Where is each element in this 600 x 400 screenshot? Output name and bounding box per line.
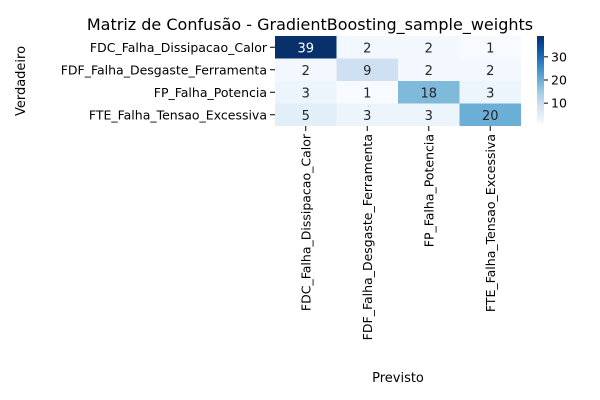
colorbar-tick-label: 20 — [551, 73, 567, 88]
heatmap-cell — [336, 103, 398, 126]
x-tick-label: FDC_Falha_Dissipacao_Calor — [298, 133, 313, 311]
x-tick-label: FP_Falha_Potencia — [421, 134, 436, 247]
x-tick-label: FTE_Falha_Tensao_Excessiva — [483, 134, 498, 312]
heatmap-cell — [398, 58, 460, 81]
x-axis-label: Previsto — [372, 371, 424, 386]
heatmap-cell — [459, 81, 521, 104]
heatmap-cell — [275, 36, 337, 59]
cell-value-label: 18 — [420, 86, 437, 101]
cell-value-label: 2 — [425, 64, 433, 79]
x-tick-label: FDF_Falha_Desgaste_Ferramenta — [360, 134, 375, 340]
heatmap-cell — [459, 36, 521, 59]
cell-value-label: 3 — [302, 86, 310, 101]
colorbar-ticks: 10 20 30 — [544, 49, 567, 111]
colorbar-tick-label: 10 — [551, 96, 567, 111]
y-axis-label: Verdadeiro — [14, 46, 29, 116]
cell-value-label: 20 — [482, 109, 499, 124]
heatmap-cell — [336, 58, 398, 81]
cell-value-label: 1 — [363, 86, 371, 101]
cell-value-label: 2 — [486, 64, 494, 79]
row-labels: FDC_Falha_Dissipacao_Calor FDF_Falha_Desg… — [61, 40, 275, 122]
heatmap-cell — [275, 81, 337, 104]
heatmap-cell — [459, 103, 521, 126]
heatmap-cells: 39 2 2 12 9 2 23 1 18 35 3 3 20 — [275, 36, 521, 126]
heatmap-cell — [459, 58, 521, 81]
heatmap-cell — [398, 81, 460, 104]
column-labels: FDC_Falha_Dissipacao_Calor FDF_Falha_Desg… — [298, 126, 498, 340]
y-tick-label: FTE_Falha_Tensao_Excessiva — [89, 107, 267, 122]
heatmap-cell — [398, 103, 460, 126]
y-tick-label: FP_Falha_Potencia — [154, 85, 267, 100]
cell-value-label: 2 — [425, 41, 433, 56]
colorbar-tick-label: 30 — [551, 49, 567, 64]
cell-value-label: 3 — [363, 109, 371, 124]
y-tick-label: FDF_Falha_Desgaste_Ferramenta — [61, 62, 267, 77]
heatmap-cell — [275, 58, 337, 81]
heatmap-cell — [336, 36, 398, 59]
cell-value-label: 3 — [425, 109, 433, 124]
heatmap-cell — [275, 103, 337, 126]
heatmap-cell — [398, 36, 460, 59]
colorbar — [537, 36, 544, 124]
y-tick-label: FDC_Falha_Dissipacao_Calor — [90, 40, 268, 55]
cell-value-label: 2 — [302, 64, 310, 79]
chart-title: Matriz de Confusão - GradientBoosting_sa… — [87, 15, 533, 35]
cell-value-label: 3 — [486, 86, 494, 101]
cell-value-label: 9 — [363, 64, 371, 79]
cell-value-label: 2 — [363, 41, 371, 56]
cell-value-label: 1 — [486, 41, 494, 56]
cell-value-label: 39 — [297, 41, 314, 56]
heatmap-cell — [336, 81, 398, 104]
cell-value-label: 5 — [302, 109, 310, 124]
